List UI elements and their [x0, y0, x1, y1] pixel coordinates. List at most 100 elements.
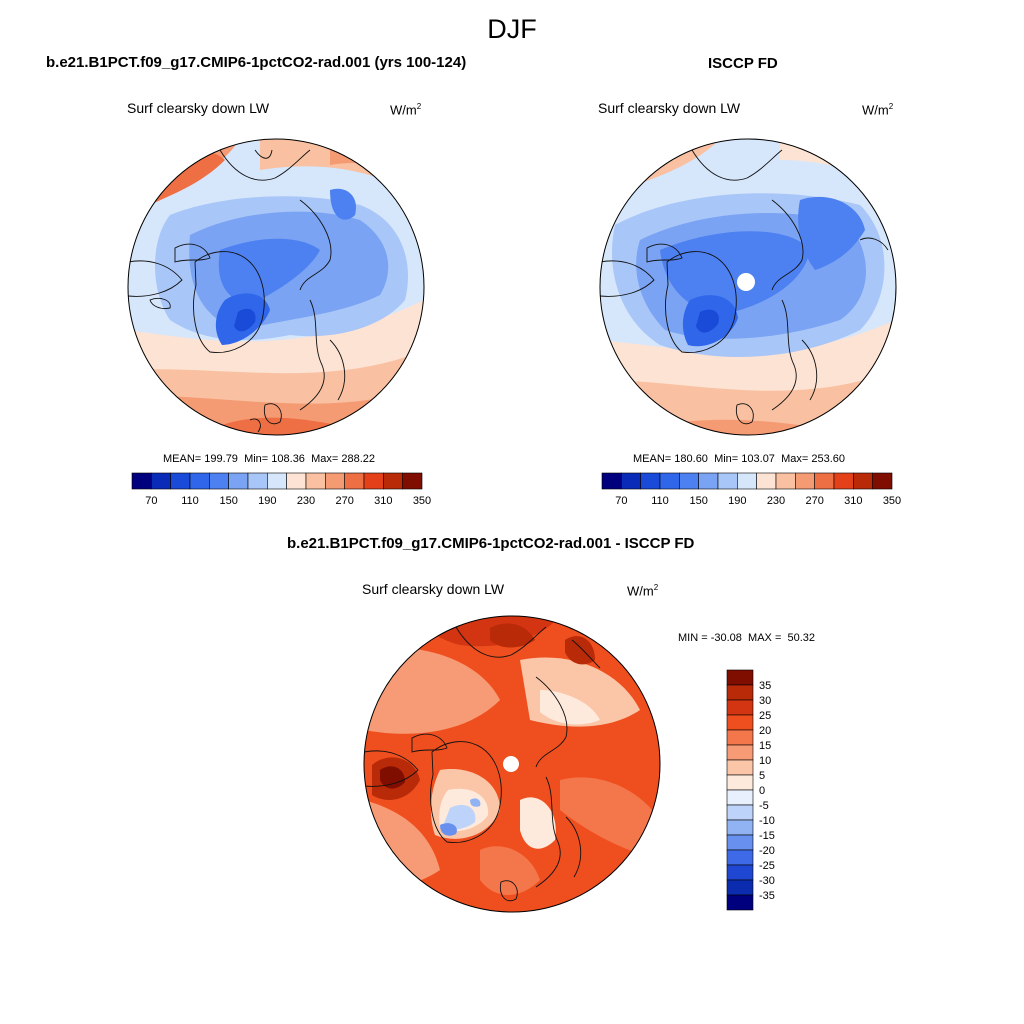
- colorbar-box: [726, 684, 754, 701]
- colorbar-box: [228, 472, 249, 490]
- colorbar-box: [286, 472, 307, 490]
- panel-2-variable: Surf clearsky down LW: [598, 100, 741, 116]
- panel-3-stats: MIN = -30.08 MAX = 50.32: [678, 632, 816, 644]
- colorbar-box: [305, 472, 326, 490]
- colorbar-box: [726, 834, 754, 851]
- colorbar-label: -15: [759, 830, 775, 842]
- colorbar-box: [170, 472, 191, 490]
- colorbar-label: 270: [805, 495, 823, 507]
- panel-2-stats: MEAN= 180.60 Min= 103.07 Max= 253.60: [633, 453, 845, 465]
- colorbar-box: [131, 472, 152, 490]
- colorbar-box: [247, 472, 268, 490]
- colorbar-label: 310: [844, 495, 862, 507]
- colorbar-box: [726, 849, 754, 866]
- colorbar-panel-3: [726, 669, 754, 911]
- colorbar-box: [726, 804, 754, 821]
- colorbar-box: [726, 714, 754, 731]
- colorbar-label: -30: [759, 875, 775, 887]
- pole-hole-panel-3: [503, 756, 519, 772]
- colorbar-box: [726, 699, 754, 716]
- panel-1-title: b.e21.B1PCT.f09_g17.CMIP6-1pctCO2-rad.00…: [46, 54, 467, 71]
- colorbar-label: 25: [759, 710, 771, 722]
- colorbar-box: [726, 864, 754, 881]
- panel-2-units: W/m2: [862, 102, 894, 118]
- colorbar-box: [726, 819, 754, 836]
- colorbar-box: [383, 472, 403, 490]
- colorbar-box: [795, 472, 815, 490]
- colorbar-box: [833, 472, 854, 490]
- map-panel-1: [127, 138, 425, 436]
- colorbar-label: -10: [759, 815, 775, 827]
- colorbar-label: 110: [651, 495, 669, 507]
- colorbar-label: -5: [759, 800, 769, 812]
- colorbar-box: [209, 472, 229, 490]
- colorbar-label: 230: [297, 495, 315, 507]
- map-panel-2: [599, 138, 897, 436]
- colorbar-label: 150: [689, 495, 707, 507]
- colorbar-box: [726, 669, 754, 686]
- colorbar-box: [344, 472, 365, 490]
- panel-1-units: W/m2: [390, 102, 422, 118]
- colorbar-label: 230: [767, 495, 785, 507]
- colorbar-label: 30: [759, 695, 771, 707]
- colorbar-box: [756, 472, 777, 490]
- pole-hole-panel-2: [737, 273, 755, 291]
- colorbar-box: [737, 472, 757, 490]
- colorbar-label: 270: [335, 495, 353, 507]
- colorbar-label: 70: [615, 495, 627, 507]
- panel-2-title: ISCCP FD: [708, 55, 778, 72]
- colorbar-box: [726, 759, 754, 776]
- colorbar-box: [640, 472, 661, 490]
- colorbar-label: 35: [759, 680, 771, 692]
- colorbar-label: 350: [413, 495, 431, 507]
- colorbar-label: -35: [759, 890, 775, 902]
- colorbar-box: [189, 472, 210, 490]
- panel-3-units: W/m2: [627, 583, 659, 599]
- colorbar-box: [267, 472, 287, 490]
- colorbar-label: 15: [759, 740, 771, 752]
- colorbar-label: 190: [258, 495, 276, 507]
- colorbar-label: -25: [759, 860, 775, 872]
- colorbar-label: 20: [759, 725, 771, 737]
- colorbar-label: 190: [728, 495, 746, 507]
- colorbar-label: -20: [759, 845, 775, 857]
- colorbar-label: 5: [759, 770, 765, 782]
- colorbar-box: [717, 472, 738, 490]
- colorbar-box: [698, 472, 719, 490]
- colorbar-box: [363, 472, 384, 490]
- colorbar-box: [726, 789, 754, 806]
- colorbar-box: [726, 774, 754, 791]
- colorbar-box: [659, 472, 680, 490]
- colorbar-box: [872, 472, 893, 490]
- colorbar-label: 10: [759, 755, 771, 767]
- colorbar-box: [726, 729, 754, 746]
- colorbar-label: 150: [219, 495, 237, 507]
- colorbar-label: 70: [145, 495, 157, 507]
- colorbar-box: [853, 472, 873, 490]
- map-panel-3: [363, 615, 661, 913]
- colorbar-labels-panel-1: 70 110 150 190 230 270 310 350: [145, 495, 431, 507]
- colorbar-label: 350: [883, 495, 901, 507]
- colorbar-label: 0: [759, 785, 765, 797]
- colorbar-panel-2: [601, 472, 893, 490]
- panel-3-title: b.e21.B1PCT.f09_g17.CMIP6-1pctCO2-rad.00…: [287, 535, 695, 552]
- colorbar-box: [601, 472, 622, 490]
- colorbar-box: [775, 472, 796, 490]
- colorbar-box: [726, 894, 754, 911]
- colorbar-labels-panel-3: 35 30 25 20 15 10 5 0 -5 -10 -15 -20 -25 -30 -35: [759, 680, 775, 902]
- colorbar-box: [151, 472, 171, 490]
- colorbar-label: 310: [374, 495, 392, 507]
- colorbar-box: [325, 472, 345, 490]
- colorbar-box: [726, 744, 754, 761]
- figure-title: DJF: [487, 14, 537, 44]
- colorbar-box: [679, 472, 699, 490]
- colorbar-box: [726, 879, 754, 896]
- colorbar-labels-panel-2: 70 110 150 190 230 270 310 350: [615, 495, 901, 507]
- colorbar-box: [814, 472, 835, 490]
- colorbar-panel-1: [131, 472, 423, 490]
- colorbar-box: [402, 472, 423, 490]
- panel-1-stats: MEAN= 199.79 Min= 108.36 Max= 288.22: [163, 453, 375, 465]
- colorbar-label: 110: [181, 495, 199, 507]
- panel-3-variable: Surf clearsky down LW: [362, 581, 505, 597]
